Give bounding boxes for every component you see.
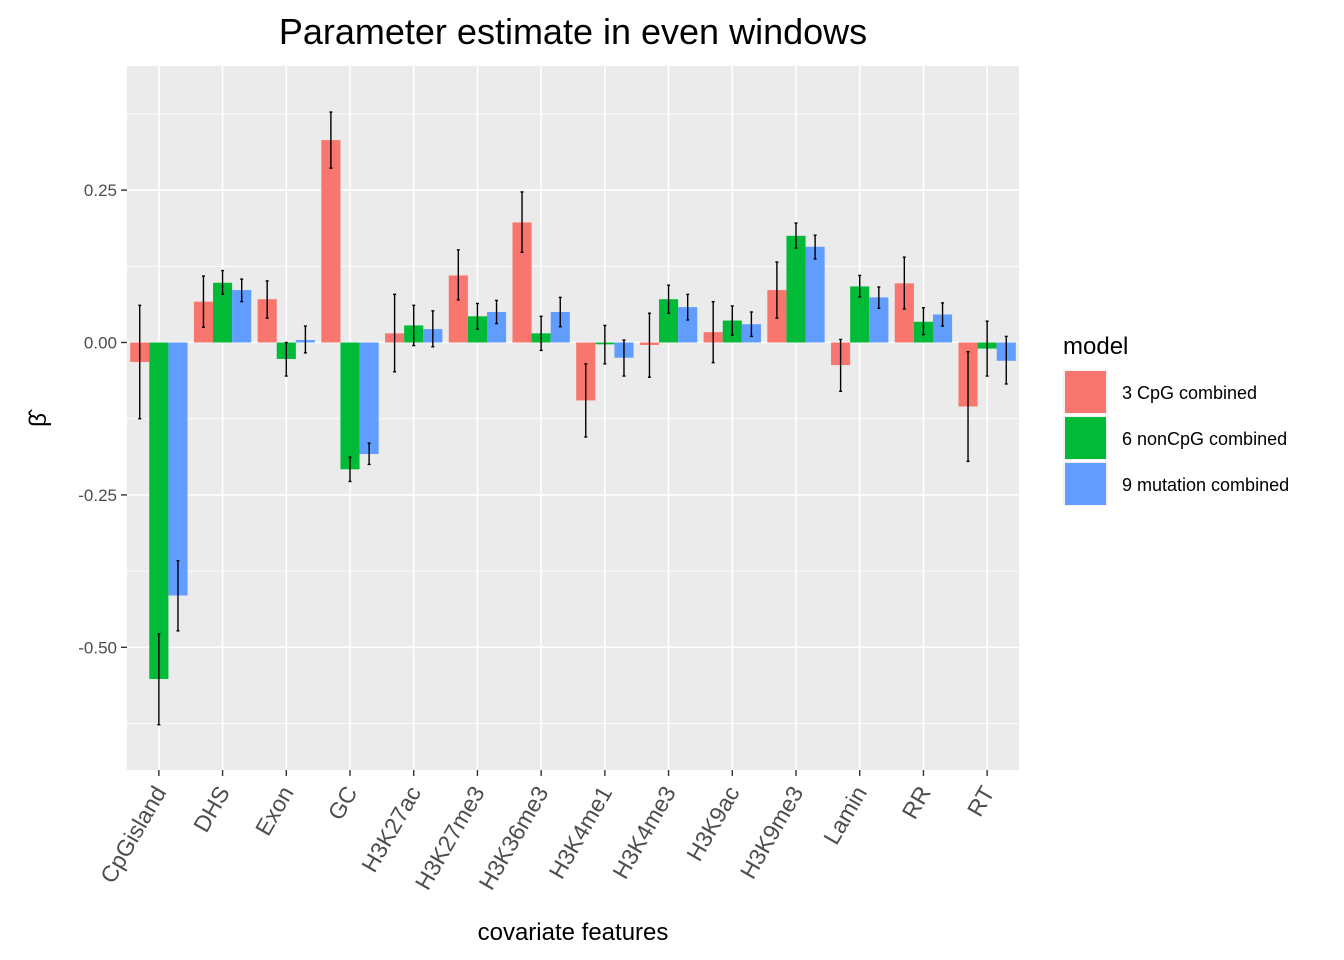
bar — [257, 299, 277, 343]
y-tick-label: -0.50 — [78, 638, 117, 657]
grid-minor — [127, 113, 1019, 724]
bar — [659, 299, 679, 343]
bar — [232, 290, 252, 343]
bar — [359, 342, 379, 455]
y-axis-title: β̂ — [25, 409, 52, 427]
legend-swatch — [1065, 371, 1106, 413]
bar — [168, 342, 188, 596]
legend-swatch — [1065, 417, 1106, 459]
bar — [786, 235, 806, 343]
x-tick-label: DHS — [188, 782, 235, 837]
legend-swatch — [1065, 463, 1106, 505]
x-tick-label: H3K27ac — [356, 782, 426, 877]
bar — [486, 312, 507, 343]
y-tick-label: -0.25 — [78, 486, 117, 505]
bar — [448, 275, 468, 343]
legend-title: model — [1063, 333, 1128, 360]
bar — [321, 140, 341, 343]
x-tick-label: H3K9me3 — [735, 782, 809, 884]
x-tick-label: H3K4me3 — [607, 782, 681, 884]
x-tick-label: H3K4me1 — [544, 782, 618, 884]
error-bars — [138, 111, 1008, 726]
x-tick-label: Exon — [250, 782, 299, 840]
legend-label: 3 CpG combined — [1122, 383, 1257, 403]
bar — [149, 342, 169, 679]
bar — [869, 297, 889, 343]
x-axis: CpGisland DHS Exon GCH3K27acH3K27me3H3K36me… — [95, 770, 999, 894]
legend: model 3 CpG combined 6 nonCpG combined 9 m… — [1063, 333, 1289, 506]
bar — [213, 282, 233, 343]
chart-title: Parameter estimate in even windows — [279, 11, 867, 52]
y-tick-label: 0.00 — [84, 334, 117, 353]
bar — [678, 307, 698, 343]
x-tick-label: H3K9ac — [681, 782, 744, 866]
x-tick-label: RT — [962, 782, 1000, 821]
x-tick-label: Lamin — [818, 782, 872, 849]
bar — [894, 283, 914, 343]
x-tick-label: RR — [897, 782, 936, 824]
legend-label: 6 nonCpG combined — [1122, 429, 1287, 449]
bar — [932, 314, 953, 343]
y-axis: 0.25 0.00 -0.25 -0.50 — [78, 181, 127, 657]
x-axis-title: covariate features — [478, 919, 669, 946]
x-tick-label: CpGisland — [95, 782, 171, 888]
plot-panel — [127, 66, 1019, 770]
legend-items: 3 CpG combined 6 nonCpG combined 9 mutatio… — [1063, 370, 1289, 506]
bar — [340, 342, 360, 470]
panel-background — [127, 66, 1019, 770]
y-tick-label: 0.25 — [84, 181, 117, 200]
bar — [850, 286, 870, 343]
bar — [805, 246, 825, 343]
legend-label: 9 mutation combined — [1122, 475, 1289, 495]
x-tick-label: GC — [323, 782, 363, 825]
bar — [512, 222, 532, 343]
